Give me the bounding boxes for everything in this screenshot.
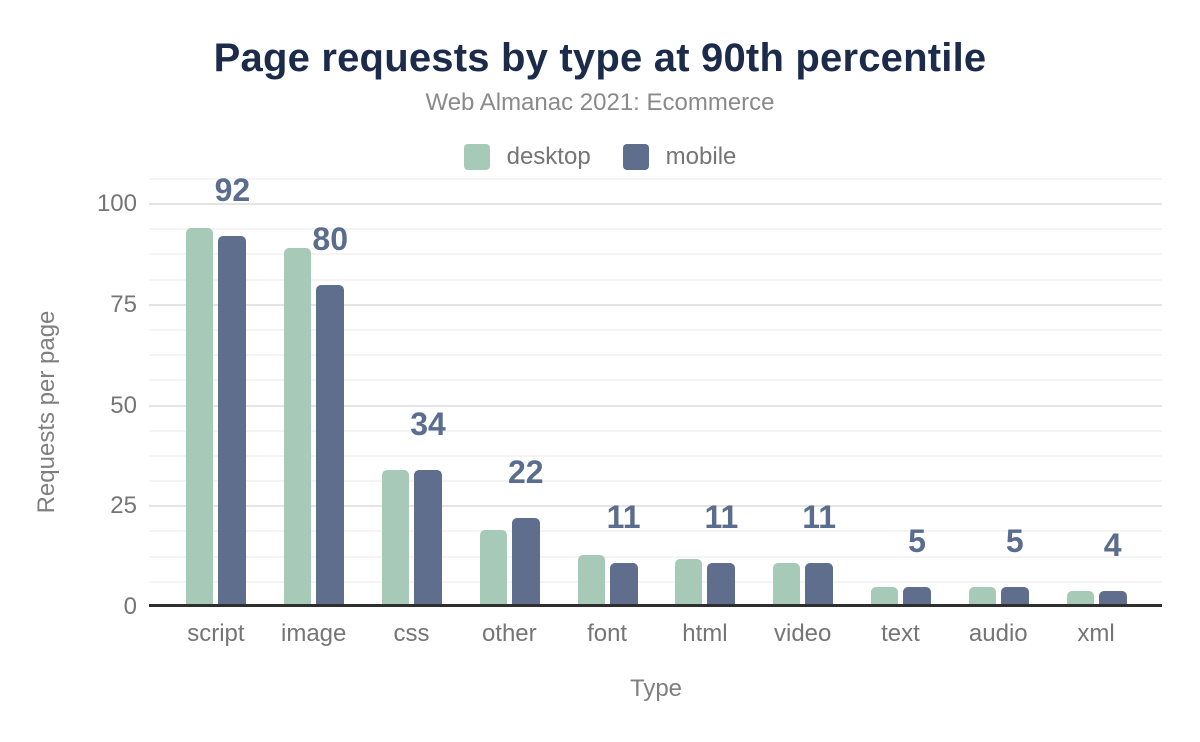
value-label-script: 92 xyxy=(214,172,251,209)
gridline-minor xyxy=(149,580,1162,583)
bar-mobile-script xyxy=(218,236,247,606)
value-label-font: 11 xyxy=(606,498,641,535)
bar-mobile-other xyxy=(511,518,540,606)
bar-desktop-html xyxy=(675,558,703,606)
value-label-html: 11 xyxy=(704,498,739,535)
legend-swatch-desktop xyxy=(463,144,490,170)
gridline-minor xyxy=(149,253,1162,256)
legend-label: mobile xyxy=(665,143,737,170)
x-tick-label-css: css xyxy=(393,620,430,647)
bar-mobile-html xyxy=(707,562,736,606)
y-tick-label: 50 xyxy=(110,391,137,419)
value-label-css: 34 xyxy=(410,405,446,442)
bar-mobile-text xyxy=(903,586,931,606)
bar-mobile-css xyxy=(414,469,442,606)
x-tick-label-text: text xyxy=(881,620,920,647)
y-tick-label: 100 xyxy=(96,190,137,217)
bar-desktop-font xyxy=(577,554,605,606)
y-tick-label: 0 xyxy=(123,593,137,620)
x-tick-label-xml: xml xyxy=(1077,620,1115,647)
gridline-minor xyxy=(149,328,1162,331)
bar-desktop-image xyxy=(284,248,312,606)
legend-item-mobile: mobile xyxy=(622,143,737,171)
gridline-minor xyxy=(149,379,1162,382)
gridline-minor xyxy=(149,354,1162,357)
bar-mobile-image xyxy=(316,284,345,606)
value-label-audio: 5 xyxy=(1005,522,1024,559)
value-label-text: 5 xyxy=(908,522,926,559)
legend-label: desktop xyxy=(506,143,591,170)
chart-subtitle: Web Almanac 2021: Ecommerce xyxy=(425,89,775,116)
gridline-minor xyxy=(149,429,1162,432)
y-tick-label: 75 xyxy=(110,290,137,318)
x-axis-title: Type xyxy=(629,675,683,702)
x-tick-label-audio: audio xyxy=(968,620,1028,647)
legend-swatch-mobile xyxy=(622,144,649,170)
bar-desktop-xml xyxy=(1066,590,1094,606)
value-label-xml: 4 xyxy=(1103,526,1122,563)
bar-mobile-font xyxy=(609,562,638,606)
x-tick-label-font: font xyxy=(587,620,628,647)
x-axis-line xyxy=(149,604,1162,607)
bar-desktop-script xyxy=(186,228,214,606)
chart-title: Page requests by type at 90th percentile xyxy=(213,36,987,80)
gridline-minor xyxy=(149,530,1162,533)
gridline-major xyxy=(149,505,1162,508)
bar-desktop-audio xyxy=(968,586,996,606)
gridline-minor xyxy=(149,278,1162,281)
legend-item-desktop: desktop xyxy=(463,143,591,171)
bar-desktop-text xyxy=(871,586,898,606)
x-tick-label-script: script xyxy=(187,620,245,647)
bar-desktop-css xyxy=(382,469,409,606)
value-label-other: 22 xyxy=(508,454,544,491)
bar-desktop-video xyxy=(773,562,801,606)
gridline-major xyxy=(149,303,1162,306)
bar-desktop-other xyxy=(479,530,507,606)
gridline-minor xyxy=(149,228,1162,231)
x-tick-label-other: other xyxy=(481,620,537,647)
gridline-minor xyxy=(149,454,1162,457)
bar-mobile-xml xyxy=(1098,590,1127,606)
x-tick-label-image: image xyxy=(281,620,347,647)
x-tick-label-html: html xyxy=(682,620,728,647)
value-label-image: 80 xyxy=(312,220,348,257)
gridline-major xyxy=(149,404,1162,407)
value-label-video: 11 xyxy=(802,498,837,535)
gridline-minor xyxy=(149,480,1162,483)
legend: desktop mobile xyxy=(0,143,1200,171)
y-axis-title: Requests per page xyxy=(33,310,60,514)
gridline-major xyxy=(149,203,1162,205)
bar-mobile-audio xyxy=(1000,586,1029,606)
y-tick-label: 25 xyxy=(110,492,137,520)
x-tick-label-video: video xyxy=(774,620,832,647)
gridline-minor xyxy=(149,555,1162,558)
gridline-minor xyxy=(149,177,1162,180)
bar-mobile-video xyxy=(805,562,834,606)
